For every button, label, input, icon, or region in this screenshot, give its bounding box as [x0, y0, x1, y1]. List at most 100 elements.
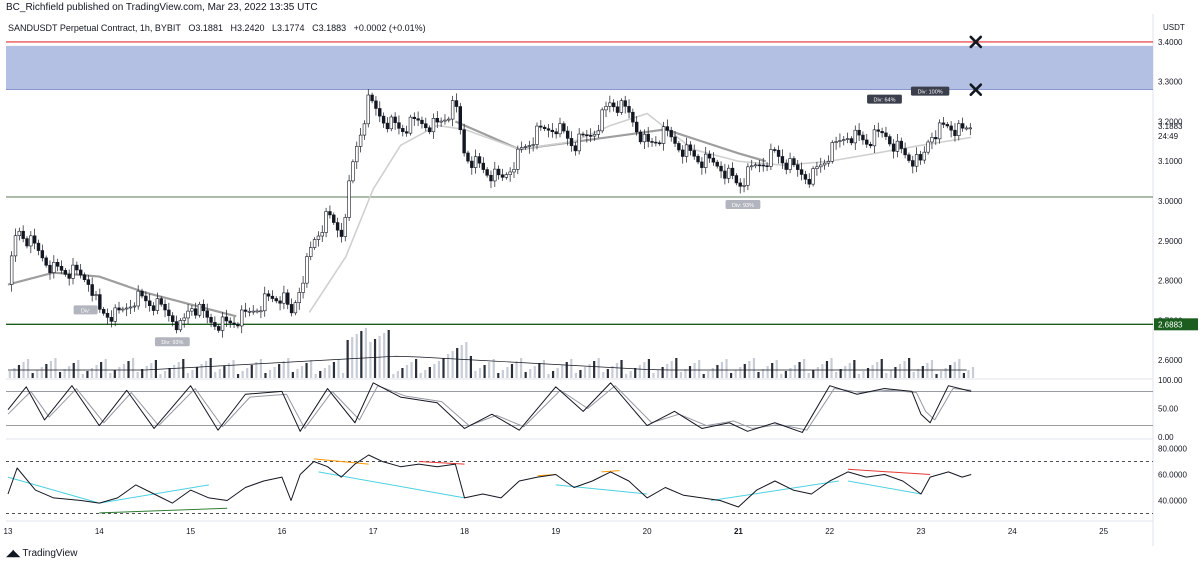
- candle-body: [565, 130, 570, 139]
- volume-bar: [264, 373, 267, 378]
- candle-body: [124, 307, 129, 310]
- candle-body: [481, 162, 486, 170]
- candle-body: [186, 310, 190, 319]
- volume-bar: [383, 333, 386, 378]
- candle-body: [868, 144, 873, 147]
- volume-bar: [775, 360, 778, 378]
- candle-body: [366, 94, 370, 125]
- volume-bar: [926, 363, 929, 378]
- volume-bar: [95, 365, 98, 378]
- time-tick-label: 23: [917, 527, 926, 536]
- candle-body: [71, 264, 75, 279]
- volume-bar: [917, 369, 920, 378]
- candle-body: [286, 292, 290, 305]
- divergence-label-text: Div: 64%: [873, 98, 895, 104]
- divergence-label-text: Div: 93%: [161, 340, 183, 346]
- candle-body: [358, 134, 363, 147]
- candle-body: [213, 322, 217, 327]
- volume-bar: [136, 372, 139, 378]
- candle-body: [822, 162, 827, 166]
- volume-bar: [323, 368, 326, 378]
- candle-body: [178, 320, 183, 331]
- volume-bar: [848, 363, 851, 378]
- candle-body: [435, 117, 439, 123]
- volume-bar: [40, 367, 43, 378]
- candle-body: [470, 160, 474, 168]
- divergence-label: Div: 93%: [725, 199, 761, 209]
- resistance-zone[interactable]: [6, 45, 1153, 90]
- volume-bar: [862, 371, 865, 378]
- candle-body: [324, 211, 328, 233]
- volume-bar: [962, 373, 966, 378]
- legend-symbol[interactable]: SANDUSDT Perpetual Contract, 1h, BYBIT: [8, 23, 181, 33]
- candle-body: [101, 309, 106, 314]
- volume-bar: [223, 366, 226, 378]
- volume-bar: [469, 356, 472, 378]
- volume-bar: [702, 374, 705, 378]
- candle-body: [654, 141, 658, 144]
- volume-bar: [789, 368, 792, 378]
- volume-bar: [949, 365, 952, 378]
- volume-bar: [629, 371, 632, 378]
- candle-body: [416, 118, 420, 121]
- rsi-line: [7, 454, 972, 508]
- volume-bar: [159, 374, 162, 378]
- tradingview-branding[interactable]: ◢◣ TradingView: [6, 548, 77, 559]
- candle-body: [29, 235, 33, 247]
- rsi-divergence-line: [601, 470, 620, 473]
- divergence-label: Div:: [73, 305, 98, 315]
- candle-body: [247, 310, 252, 313]
- candle-body: [569, 138, 574, 147]
- volume-bar: [282, 361, 285, 378]
- rsi-divergence-line: [555, 484, 648, 495]
- candle-body: [918, 154, 923, 161]
- candle-body: [930, 137, 934, 143]
- candle-body: [316, 235, 321, 240]
- candle-body: [466, 152, 470, 162]
- candle-body: [715, 161, 719, 167]
- candle-body: [197, 303, 202, 316]
- candle-body: [32, 235, 37, 244]
- volume-bar: [442, 358, 445, 378]
- candle-body: [136, 290, 140, 307]
- price-tick-label: 2.9000: [1158, 237, 1183, 246]
- volume-bar: [72, 363, 75, 378]
- footer: ◢◣ TradingView: [0, 546, 1200, 563]
- rsi-divergence-line: [847, 468, 931, 475]
- candle-body: [960, 123, 965, 129]
- volume-bar: [675, 358, 678, 378]
- tradingview-logo-icon: ◢◣: [6, 548, 20, 559]
- volume-bar: [460, 345, 463, 378]
- candle-body: [40, 250, 45, 259]
- volume-bar: [771, 363, 774, 378]
- candle-body: [600, 109, 604, 132]
- volume-bar: [693, 363, 696, 378]
- volume-bar: [757, 372, 760, 378]
- candle-body: [289, 304, 294, 314]
- candle-body: [17, 230, 22, 236]
- volume-bar: [478, 368, 482, 378]
- rsi-divergence-line: [847, 480, 922, 495]
- candle-body: [194, 308, 198, 316]
- rsi-divergence-line: [7, 476, 100, 504]
- chart-canvas[interactable]: Div: 64% Div: 100% Div: 93% Div: 93% Div: US…: [0, 14, 1200, 546]
- time-tick-label: 14: [95, 527, 104, 536]
- candle-body: [370, 94, 374, 102]
- candle-body: [144, 295, 148, 302]
- volume-bar: [287, 358, 290, 378]
- candle-body: [753, 164, 758, 167]
- volume-bar: [506, 367, 509, 378]
- volume-bar: [967, 370, 970, 378]
- volume-bar: [63, 369, 66, 378]
- volume-bar: [739, 367, 742, 378]
- candle-body: [838, 140, 842, 142]
- volume-bar: [725, 359, 728, 378]
- divergence-label-box: [910, 86, 950, 96]
- volume-bar: [748, 361, 751, 378]
- candle-body: [615, 106, 620, 113]
- volume-bar: [81, 374, 84, 378]
- candle-body: [750, 165, 754, 168]
- candle-body: [592, 134, 597, 137]
- candle-body: [949, 125, 953, 131]
- candle-body: [577, 133, 581, 152]
